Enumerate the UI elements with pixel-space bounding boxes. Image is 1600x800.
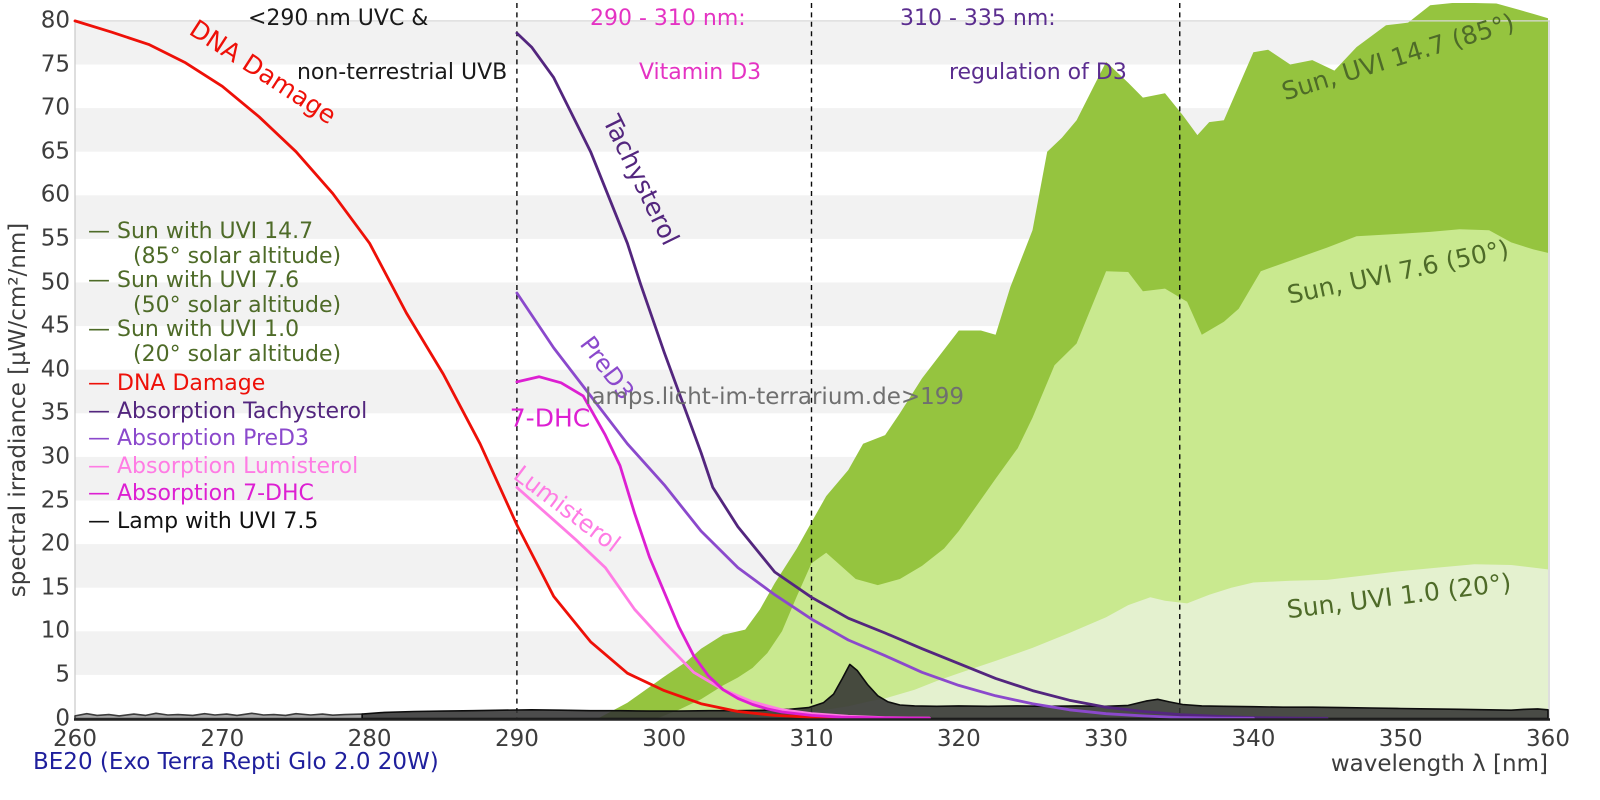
legend-swatch-lamp: — — [88, 508, 117, 534]
x-axis-title: wavelength λ [nm] — [1330, 751, 1548, 777]
legend-item-lumisterol: — Absorption Lumisterol — [88, 453, 359, 480]
legend-label: Absorption Lumisterol — [117, 453, 359, 479]
x-tick-label: 280 — [347, 726, 392, 752]
legend-label: Absorption 7-DHC — [117, 481, 314, 506]
lamp-model-footnote: BE20 (Exo Terra Repti Glo 2.0 20W) — [33, 749, 439, 775]
annotation-regulation-region: 310 - 335 nm: regulation of D3 — [900, 5, 1127, 86]
y-tick-label: 5 — [55, 661, 70, 688]
y-tick-label: 70 — [40, 94, 70, 121]
y-tick-label: 30 — [40, 443, 70, 470]
x-tick-label: 310 — [789, 726, 834, 752]
x-tick-label: 360 — [1526, 726, 1570, 752]
legend-item-dhc: — Absorption 7-DHC — [88, 481, 314, 507]
legend-swatch-pred3: — — [88, 426, 117, 451]
y-tick-label: 50 — [40, 268, 70, 295]
x-tick-label: 320 — [936, 726, 981, 752]
legend-label: Lamp with UVI 7.5 — [117, 508, 319, 534]
legend-label: Sun with UVI 1.0 — [117, 317, 300, 342]
series-5 — [73, 19, 887, 720]
watermark: lamps.licht-im-terrarium.de>199 — [585, 384, 965, 410]
legend-label: Absorption PreD3 — [117, 426, 309, 451]
y-tick-label: 10 — [40, 617, 70, 644]
legend-label: Absorption Tachysterol — [117, 398, 368, 424]
y-tick-label: 15 — [40, 574, 70, 601]
legend-swatch-sun76: — — [88, 268, 117, 293]
legend-item-sun147: — Sun with UVI 14.7 (85° solar altitude) — [88, 219, 342, 269]
series-7 — [515, 291, 1255, 720]
legend-swatch-sun10: — — [88, 317, 117, 342]
annotation-regulation-line2: regulation of D3 — [948, 60, 1127, 85]
y-tick-label: 80 — [40, 7, 70, 34]
x-tick-label: 300 — [642, 726, 687, 752]
x-tick-label: 270 — [200, 726, 245, 752]
legend-item-lamp: — Lamp with UVI 7.5 — [88, 508, 319, 535]
series-9 — [515, 375, 931, 720]
legend-label: Sun with UVI 14.7 — [117, 219, 314, 244]
series-2 — [730, 564, 1548, 719]
legend-swatch-dhc: — — [88, 481, 117, 506]
legend-swatch-lumisterol: — — [88, 453, 117, 479]
legend-item-dna: — DNA Damage — [88, 371, 266, 397]
series-6 — [515, 31, 1329, 720]
y-tick-label: 45 — [40, 312, 70, 339]
legend-swatch-dna: — — [88, 371, 117, 396]
y-tick-label: 55 — [40, 225, 70, 252]
x-tick-label: 340 — [1231, 726, 1276, 752]
legend-label-sub: (50° solar altitude) — [133, 292, 342, 318]
series-3 — [74, 712, 363, 720]
y-tick-label: 25 — [40, 486, 70, 513]
legend-item-sun10: — Sun with UVI 1.0 (20° solar altitude) — [88, 317, 342, 367]
legend-item-pred3: — Absorption PreD3 — [88, 426, 309, 452]
y-tick-label: 75 — [40, 50, 70, 77]
annotation-uvc-line1: <290 nm UVC & — [248, 6, 429, 31]
curve-label-7dhc: 7-DHC — [509, 403, 591, 433]
legend-label-sub: (85° solar altitude) — [133, 243, 342, 269]
legend-item-tachysterol: — Absorption Tachysterol — [88, 398, 368, 425]
legend-label-sub: (20° solar altitude) — [133, 341, 342, 367]
y-tick-label: 40 — [40, 356, 70, 383]
y-tick-label: 35 — [40, 399, 70, 426]
annotation-uvc-region: <290 nm UVC & non-terrestrial UVB — [248, 5, 507, 86]
x-tick-label: 260 — [53, 726, 97, 752]
legend-swatch-tachysterol: — — [88, 398, 117, 424]
y-tick-label: 0 — [55, 704, 70, 731]
y-tick-label: 60 — [40, 181, 70, 208]
x-tick-label: 330 — [1084, 726, 1129, 752]
x-tick-label: 350 — [1378, 726, 1423, 752]
y-tick-label: 65 — [40, 138, 70, 165]
x-tick-label: 290 — [494, 726, 539, 752]
annotation-uvc-line2: non-terrestrial UVB — [296, 60, 508, 85]
legend-swatch-sun147: — — [88, 219, 117, 244]
legend-item-sun76: — Sun with UVI 7.6 (50° solar altitude) — [88, 268, 342, 318]
annotation-vitamin-line1: 290 - 310 nm: — [590, 6, 746, 31]
series-4 — [361, 663, 1549, 720]
annotation-vitamin-d3-region: 290 - 310 nm: Vitamin D3 — [590, 5, 761, 86]
legend-label: Sun with UVI 7.6 — [117, 268, 300, 293]
legend-label: DNA Damage — [117, 371, 266, 396]
annotation-regulation-line1: 310 - 335 nm: — [900, 6, 1056, 31]
y-tick-label: 20 — [40, 530, 70, 557]
annotation-vitamin-line2: Vitamin D3 — [638, 60, 762, 85]
